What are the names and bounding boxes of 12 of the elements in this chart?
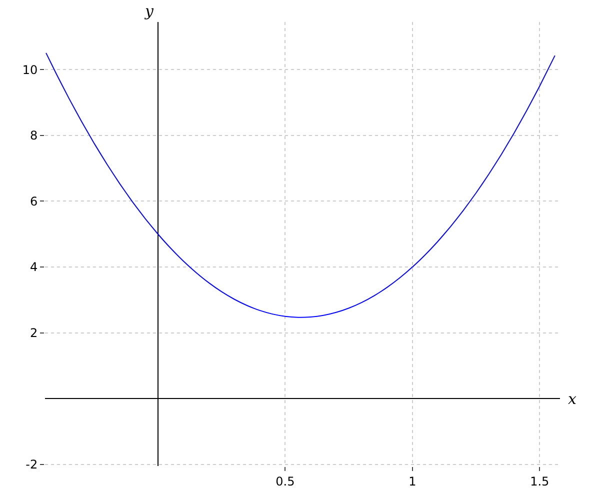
y-tick-label: 2 [30,326,38,340]
x-tick-label: 1 [408,474,416,488]
y-axis-title: y [144,2,154,20]
y-tick-label: 8 [30,128,38,143]
y-tick-label: 10 [22,62,38,77]
x-tick-label: 0.5 [276,474,295,488]
x-tick-label: 1.5 [530,474,550,488]
line-series [46,52,556,318]
x-axis-title: x [568,390,577,408]
y-tick-label: 6 [30,194,38,208]
y-tick-label: 4 [30,260,38,274]
y-tick-label: -2 [26,458,38,472]
